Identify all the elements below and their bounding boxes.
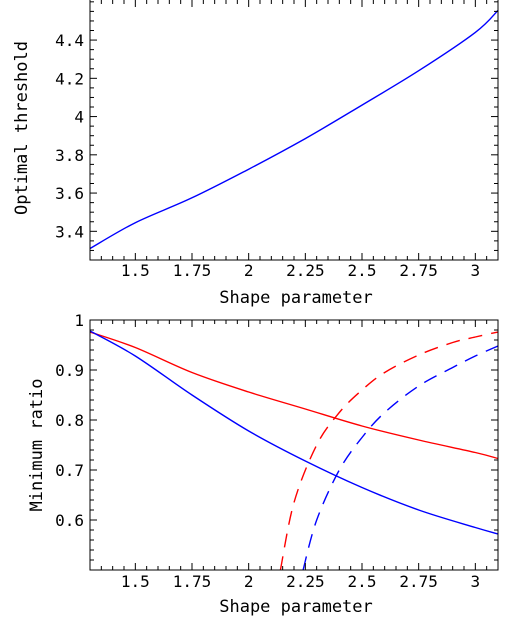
ratio-series-2-dashed-line xyxy=(279,331,498,570)
threshold-y-tick-label: 4.4 xyxy=(55,31,84,50)
threshold-y-tick-label: 4.2 xyxy=(55,69,84,88)
threshold-x-tick-label: 1.75 xyxy=(173,261,212,280)
threshold-x-tick-label: 2.25 xyxy=(286,261,325,280)
ratio-x-tick-label: 2 xyxy=(244,572,254,591)
threshold-x-ticks: 1.5 1.75 2 2.25 2.5 2.75 3 xyxy=(89,0,499,280)
threshold-y-tick-label: 3.8 xyxy=(55,146,84,165)
threshold-series-layer xyxy=(90,9,498,250)
ratio-y-tick-label: 0.9 xyxy=(55,361,84,380)
ratio-x-axis-label: Shape parameter xyxy=(219,597,373,617)
threshold-y-tick-label: 4 xyxy=(74,108,84,127)
threshold-y-tick-label: 3.6 xyxy=(55,184,84,203)
ratio-y-tick-label: 0.7 xyxy=(55,461,84,480)
threshold-x-axis-label: Shape parameter xyxy=(219,288,373,308)
ratio-series-3-dashed-line xyxy=(302,345,498,570)
threshold-x-tick-label: 2.5 xyxy=(348,261,377,280)
ratio-y-axis-label: Minimum ratio xyxy=(27,378,47,511)
threshold-y-tick-label: 3.4 xyxy=(55,222,84,241)
ratio-chart: 1.5 1.75 2 2.25 2.5 2.75 3 0.6 0.7 0.8 0.9 1 Shape… xyxy=(27,311,499,617)
ratio-x-tick-label: 1.5 xyxy=(121,572,150,591)
ratio-x-tick-label: 2.5 xyxy=(348,572,377,591)
ratio-y-tick-label: 0.8 xyxy=(55,411,84,430)
ratio-x-ticks: 1.5 1.75 2 2.25 2.5 2.75 3 xyxy=(89,320,499,591)
ratio-x-tick-label: 2.25 xyxy=(286,572,325,591)
threshold-chart: 1.5 1.75 2 2.25 2.5 2.75 3 3.4 3.6 3.8 4 4.2 4.4 Sh… xyxy=(12,0,499,308)
ratio-series-layer xyxy=(90,330,498,570)
threshold-x-tick-label: 2.75 xyxy=(399,261,438,280)
ratio-x-tick-label: 2.75 xyxy=(399,572,438,591)
ratio-series-0-line xyxy=(90,331,498,460)
ratio-y-tick-label: 1 xyxy=(74,311,84,330)
threshold-plot-frame xyxy=(89,0,499,261)
threshold-x-tick-label: 2 xyxy=(244,261,254,280)
ratio-y-ticks: 0.6 0.7 0.8 0.9 1 xyxy=(55,311,498,571)
threshold-series-0-line xyxy=(90,9,498,250)
ratio-y-tick-label: 0.6 xyxy=(55,511,84,530)
ratio-series-1-line xyxy=(90,330,498,535)
threshold-y-axis-label: Optimal threshold xyxy=(12,41,32,215)
threshold-y-ticks: 3.4 3.6 3.8 4 4.2 4.4 xyxy=(55,1,498,261)
ratio-plot-frame xyxy=(89,319,499,571)
threshold-x-tick-label: 3 xyxy=(471,261,481,280)
ratio-x-tick-label: 3 xyxy=(471,572,481,591)
ratio-x-tick-label: 1.75 xyxy=(173,572,212,591)
threshold-x-tick-label: 1.5 xyxy=(121,261,150,280)
